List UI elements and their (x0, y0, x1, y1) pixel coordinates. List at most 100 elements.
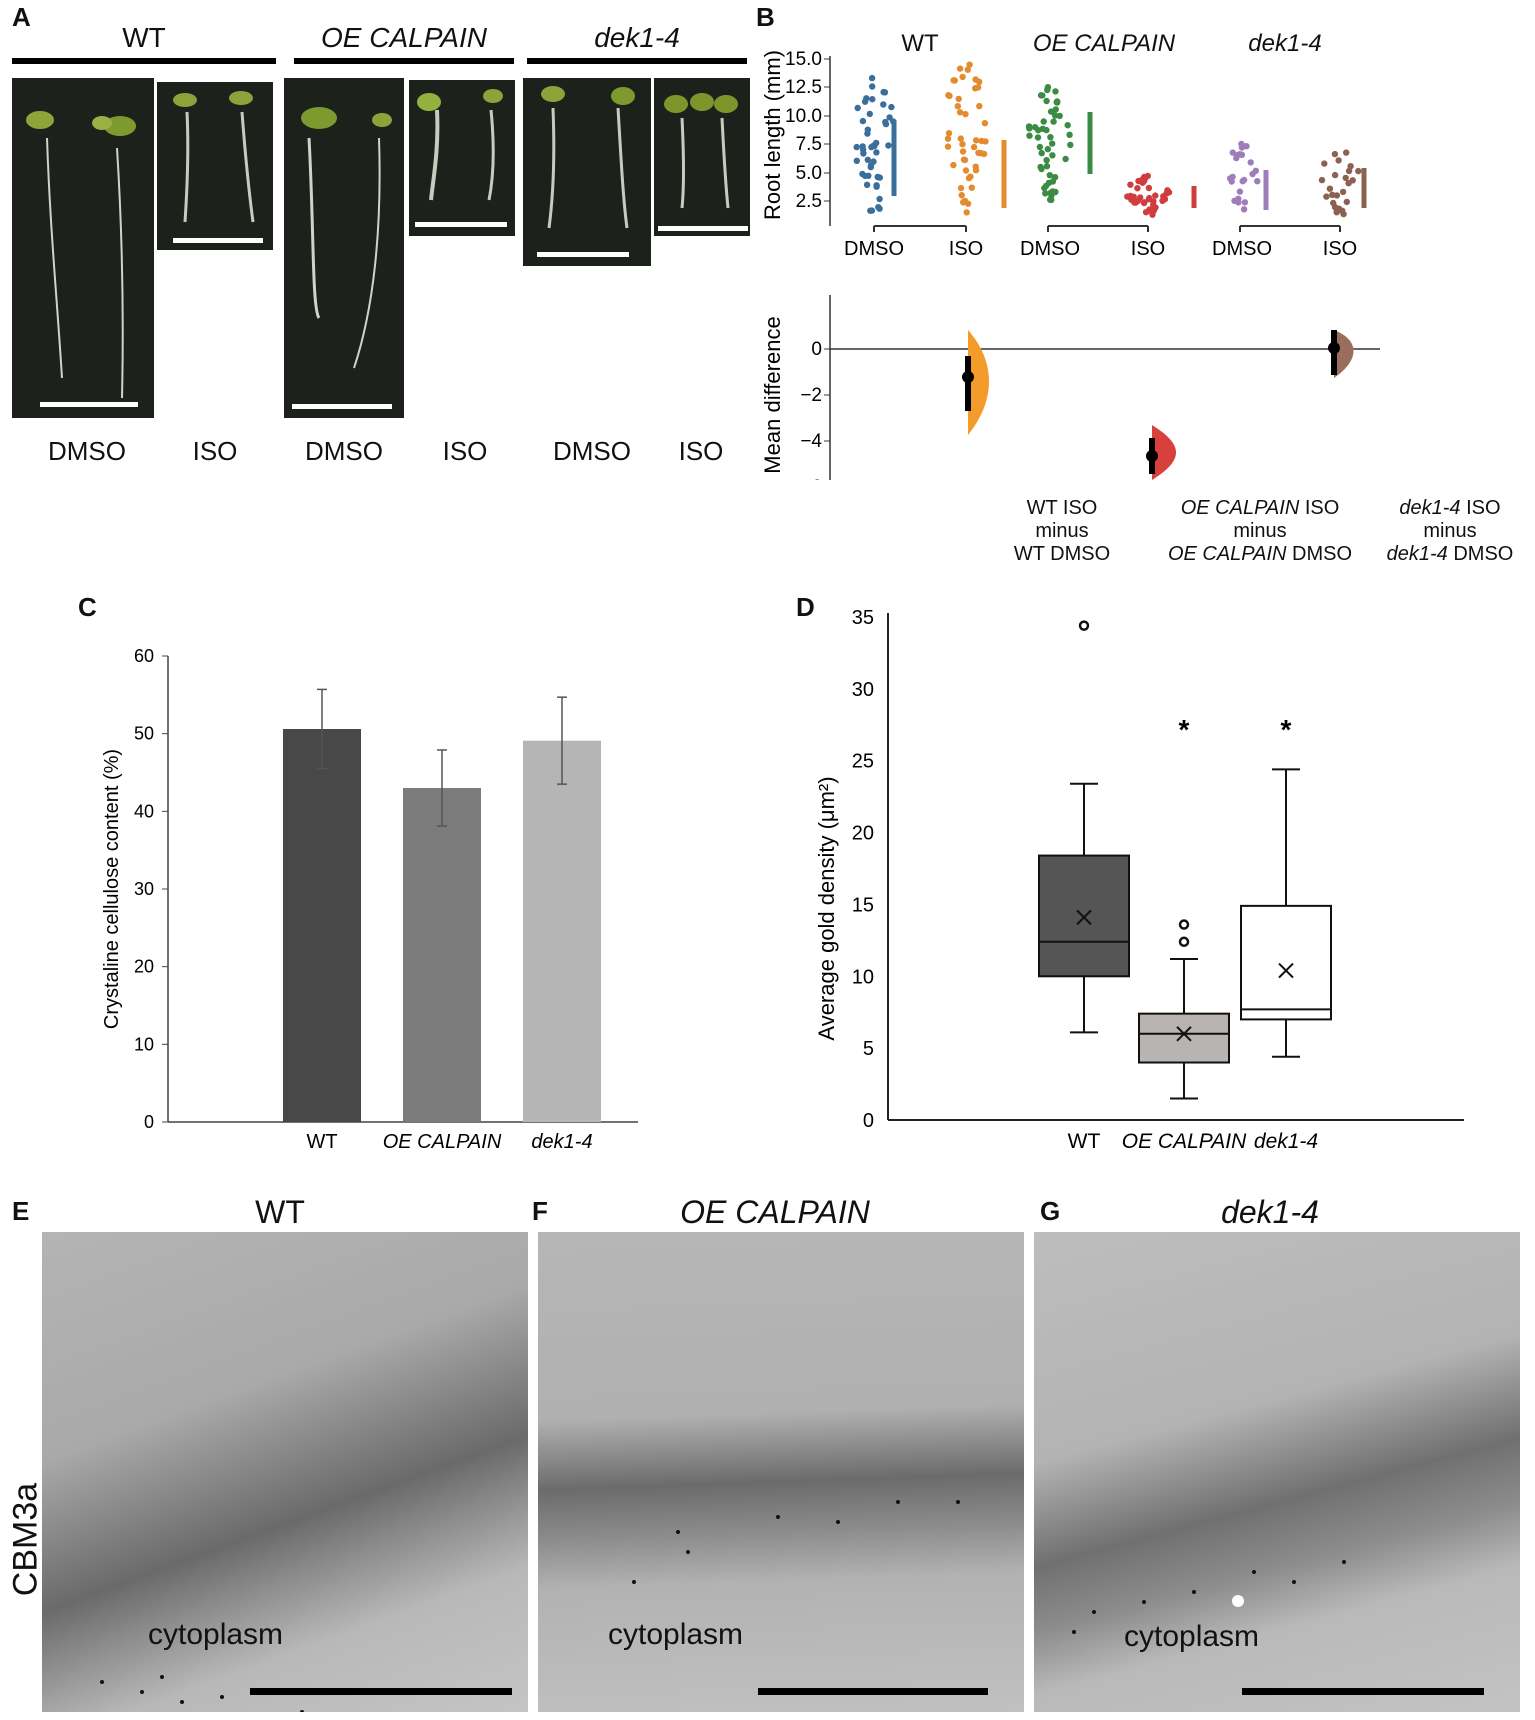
em-scalebar-dek (1242, 1688, 1484, 1695)
swarm-point (959, 148, 967, 155)
panel-b-group-dek: dek1-4 (1248, 30, 1322, 57)
em-image-oe: cytoplasm (538, 1232, 1024, 1712)
swarm-point (888, 103, 895, 111)
swarm-point (868, 207, 876, 214)
swarm-point (1044, 145, 1051, 153)
swarm-point (864, 156, 871, 163)
swarm-point (1044, 84, 1052, 91)
md-estimate-oe (1146, 425, 1176, 480)
swarm-point (961, 156, 969, 164)
b-comparison-wt: WT ISO minus WT DMSO (1013, 497, 1111, 565)
panel-b-estimation-plot: Root length (mm) 15.0 12.5 10.0 7.5 5.0 … (760, 49, 1380, 480)
c-y-tick-label: 50 (134, 724, 154, 744)
c-x-tick-label: OE CALPAIN (383, 1131, 502, 1153)
d-x-tick-label: dek1-4 (1254, 1130, 1318, 1153)
panel-g-title: dek1-4 (1221, 1194, 1319, 1230)
d-mean-marker (1076, 909, 1092, 926)
b-comparison-oe: OE CALPAIN ISO minus OE CALPAIN DMSO (1167, 497, 1353, 565)
swarm-point (870, 158, 877, 165)
panel-a-group-wt: WT (122, 22, 166, 53)
swarm-point (1064, 122, 1071, 129)
swarm-point (1038, 165, 1045, 173)
em-gold-particles-oe (632, 1500, 960, 1584)
swarm-point (875, 204, 882, 211)
swarm-point (1050, 118, 1057, 125)
swarm-point (885, 142, 892, 149)
swarm-point (1026, 132, 1033, 139)
swarm-point (1145, 184, 1153, 192)
b-x-label: DMSO (1020, 238, 1080, 260)
c-y-tick-label: 20 (134, 957, 154, 977)
em-scalebar-wt (250, 1688, 512, 1695)
swarm-point (951, 77, 958, 84)
b-x-label: DMSO (844, 238, 904, 260)
c-y-tick-label: 10 (134, 1034, 154, 1054)
b-comparison-dek: dek1-4 ISO minus dek1-4 DMSO (1386, 497, 1514, 565)
swarm-point (1318, 176, 1326, 184)
seedling-photo-oe-iso (409, 80, 515, 236)
swarm-point (1331, 204, 1339, 211)
swarm-point (1127, 181, 1134, 188)
d-mean-marker (1278, 962, 1294, 979)
d-box (1038, 854, 1130, 978)
swarm-point (1254, 178, 1261, 185)
swarm-point (1235, 195, 1242, 202)
swarm-point (966, 61, 973, 68)
cbm3a-side-label: CBM3a (6, 1482, 45, 1597)
swarm-point (882, 118, 889, 126)
swarm-point (876, 195, 883, 203)
swarm-point (954, 103, 961, 110)
d-box (1240, 904, 1332, 1021)
swarm-point (1046, 172, 1053, 179)
swarm-point (1052, 106, 1059, 113)
swarm-point (1034, 134, 1042, 141)
swarm-point (961, 197, 969, 205)
swarm-point (975, 84, 982, 91)
panel-a-letter: A (12, 2, 31, 32)
swarm-point (1047, 134, 1054, 141)
swarm-point (1062, 155, 1069, 163)
swarm-point (859, 146, 867, 153)
swarm-point (1249, 170, 1256, 178)
b-y-ticks: 15.0 12.5 10.0 7.5 5.0 2.5 (785, 49, 830, 212)
swarm-point (1067, 141, 1074, 149)
d-x-tick-label: WT (1068, 1130, 1101, 1153)
em-scalebar-oe (758, 1688, 988, 1695)
swarm-point (950, 161, 957, 169)
b-md-tick: 0 (811, 339, 822, 360)
swarm-point (1247, 159, 1254, 166)
swarm-point (1152, 192, 1159, 199)
swarm-point (1038, 149, 1045, 157)
swarm-point (854, 104, 861, 112)
swarm-point (1335, 157, 1342, 164)
cbm3a-side-label-wrap: CBM3a (6, 1440, 46, 1640)
b-y-tick: 7.5 (796, 134, 822, 155)
swarm-point (1049, 152, 1056, 159)
swarm-point (1326, 185, 1334, 192)
swarm-point (944, 135, 952, 142)
em-gold-particles-wt (100, 1675, 304, 1712)
panel-c-bar-chart: Crystaline cellulose content (%) 0 10 20 30 4… (101, 646, 638, 1153)
panel-c-letter: C (78, 592, 97, 622)
swarm-point (1339, 188, 1347, 196)
em-image-dek: cytoplasm (1034, 1232, 1520, 1712)
swarm-point (1321, 160, 1328, 167)
b-md-tick: −6 (800, 477, 822, 480)
b-md-tick: −2 (800, 385, 822, 406)
em-caption-dek: cytoplasm (1124, 1620, 1260, 1653)
swarm-point (1140, 177, 1148, 185)
group-bar-wt (12, 58, 276, 64)
panel-d-letter: D (796, 592, 815, 622)
c-y-tick-label: 0 (144, 1112, 154, 1132)
seedling-photo-wt-iso (157, 82, 273, 250)
em-caption-oe: cytoplasm (608, 1618, 744, 1651)
swarm-point (1049, 140, 1056, 147)
treatment-label: DMSO (305, 436, 383, 466)
swarm-point (1323, 193, 1330, 200)
group-bar-dek (527, 58, 747, 64)
swarm-point (880, 101, 887, 108)
swarm-point (981, 120, 989, 127)
swarm-point (958, 192, 965, 199)
b-x-label: ISO (1323, 238, 1357, 260)
swarm-point (945, 92, 952, 99)
